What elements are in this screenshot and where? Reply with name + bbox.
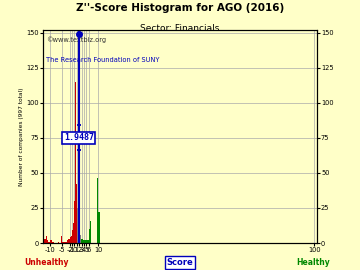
Text: Z''-Score Histogram for AGO (2016): Z''-Score Histogram for AGO (2016): [76, 3, 284, 13]
Bar: [90, 221, 91, 243]
Bar: [67, 240, 68, 243]
Bar: [62, 242, 64, 243]
Bar: [44, 239, 46, 243]
Bar: [49, 242, 50, 243]
Bar: [98, 212, 100, 243]
Bar: [71, 236, 72, 243]
Text: Healthy: Healthy: [296, 258, 330, 267]
Text: ©www.textbiz.org: ©www.textbiz.org: [46, 36, 106, 43]
Bar: [68, 239, 69, 243]
Text: 1.9487: 1.9487: [64, 133, 94, 142]
Bar: [50, 240, 51, 243]
Text: Sector: Financials: Sector: Financials: [140, 24, 220, 33]
Bar: [61, 236, 62, 243]
Bar: [58, 242, 59, 243]
Bar: [46, 236, 47, 243]
Bar: [48, 242, 49, 243]
Bar: [69, 237, 71, 243]
Bar: [47, 240, 48, 243]
Text: Score: Score: [167, 258, 193, 267]
Y-axis label: Number of companies (997 total): Number of companies (997 total): [19, 87, 24, 185]
Bar: [64, 242, 65, 243]
Text: The Research Foundation of SUNY: The Research Foundation of SUNY: [46, 58, 159, 63]
Text: Unhealthy: Unhealthy: [24, 258, 69, 267]
Bar: [89, 229, 90, 243]
Bar: [72, 230, 73, 243]
Bar: [66, 242, 67, 243]
Bar: [97, 178, 98, 243]
Bar: [51, 242, 53, 243]
Bar: [65, 242, 66, 243]
Bar: [73, 223, 75, 243]
Bar: [53, 242, 54, 243]
